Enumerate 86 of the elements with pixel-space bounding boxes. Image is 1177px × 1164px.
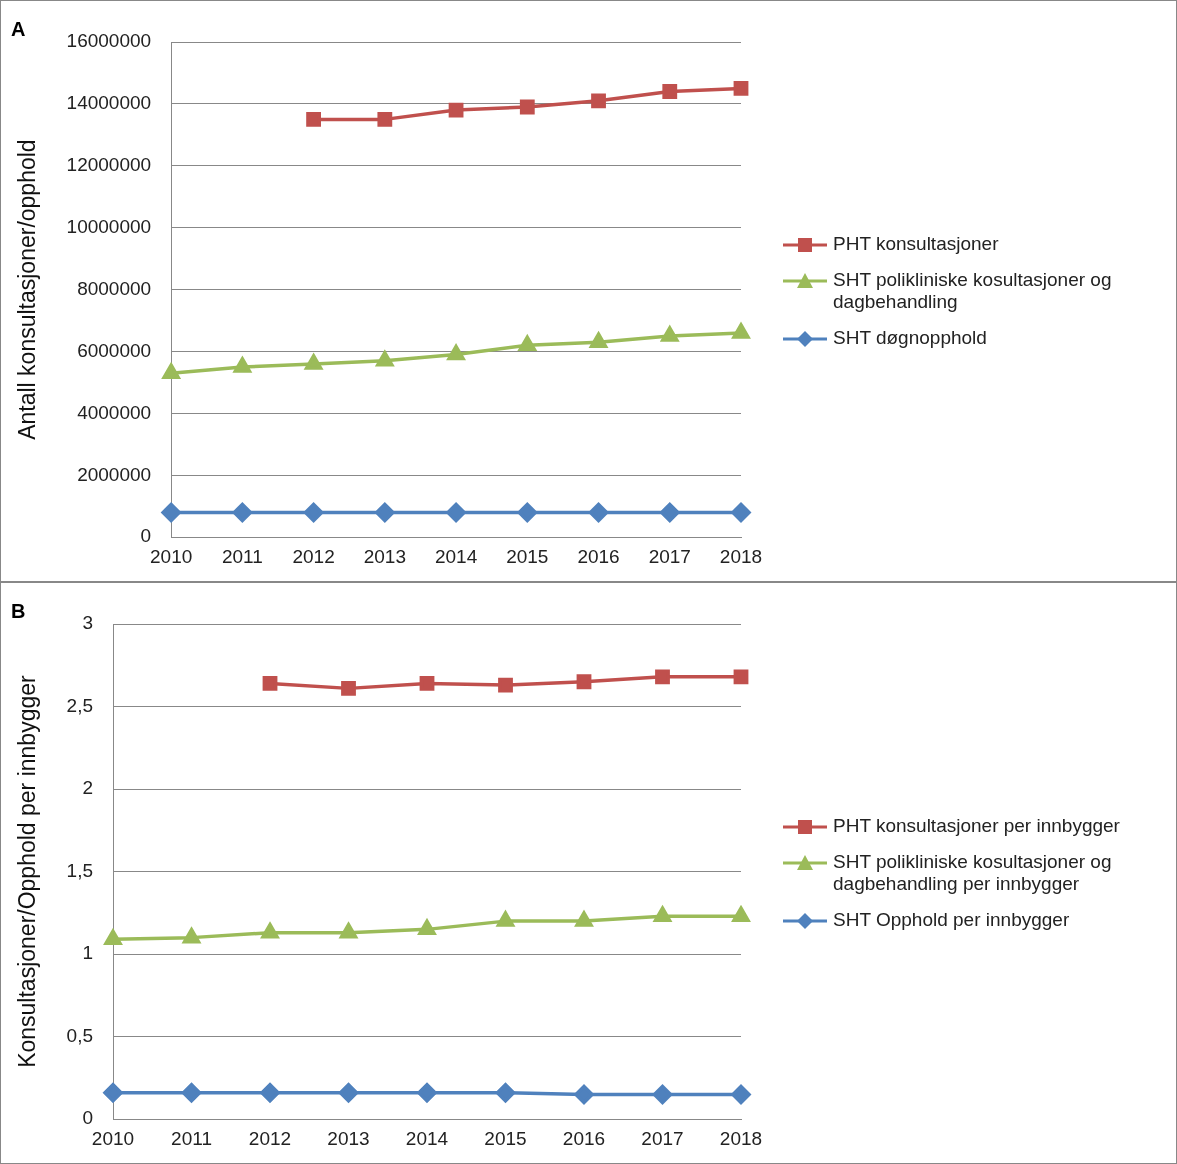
point [662, 84, 678, 99]
x-tick-label: 2010 [91, 1127, 135, 1149]
chart-title: B [11, 599, 26, 622]
y-axis-title: Antall konsultasjoner/opphold [14, 139, 41, 440]
point [376, 351, 394, 367]
point [498, 677, 513, 693]
y-tick-label: 0 [140, 525, 152, 547]
point [306, 111, 322, 127]
x-tick-label: 2011 [221, 545, 263, 567]
x-tick-label: 2014 [405, 1127, 449, 1149]
point [574, 1084, 594, 1105]
y-tick-label: 0,5 [66, 1024, 94, 1046]
x-tick-label: 2015 [484, 1127, 527, 1149]
point [418, 919, 436, 936]
x-tick-label: 2013 [363, 545, 406, 567]
point [260, 1083, 280, 1103]
point [162, 363, 180, 379]
point [161, 502, 181, 523]
point [733, 669, 749, 685]
x-tick-label: 2017 [648, 545, 691, 567]
x-tick-label: 2018 [719, 545, 763, 567]
y-tick-label: 14000000 [66, 92, 152, 114]
point [495, 1083, 516, 1103]
point [591, 93, 606, 109]
point [233, 357, 252, 373]
legend-label: SHT polikliniske kosultasjoner og dagbehandling per innbygger [833, 851, 1113, 895]
point [731, 1084, 751, 1105]
point [262, 676, 278, 691]
chart-title: A [11, 17, 26, 40]
point [448, 102, 464, 118]
legend-label: PHT konsultasjoner [833, 233, 999, 255]
point [652, 1084, 673, 1105]
point [447, 344, 465, 361]
point [103, 1083, 123, 1103]
y-tick-label: 8000000 [77, 277, 152, 299]
point [589, 332, 608, 348]
point [733, 81, 749, 96]
point [375, 502, 395, 523]
y-tick-label: 2,5 [66, 694, 94, 716]
y-tick-label: 3 [82, 612, 94, 634]
y-tick-label: 2 [82, 777, 94, 799]
y-tick-label: 16000000 [66, 30, 152, 52]
point [588, 502, 609, 523]
y-axis-title: Konsultasjoner/Opphold per innbygger [14, 674, 41, 1068]
y-tick-label: 4000000 [77, 401, 152, 423]
point [181, 1083, 202, 1103]
point [341, 680, 356, 696]
x-tick-label: 2016 [562, 1127, 606, 1149]
x-tick-label: 2017 [641, 1127, 684, 1149]
legend-label: PHT konsultasjoner per innbygger [833, 815, 1120, 837]
point [732, 323, 750, 339]
x-tick-label: 2014 [434, 545, 478, 567]
point [517, 502, 538, 523]
y-tick-label: 1 [82, 942, 94, 964]
point [304, 354, 323, 370]
x-tick-label: 2010 [149, 545, 193, 567]
point [377, 111, 393, 127]
x-tick-label: 2018 [719, 1127, 763, 1149]
y-tick-label: 6000000 [77, 339, 152, 361]
x-tick-label: 2015 [506, 545, 549, 567]
legend-label: SHT polikliniske kosultasjoner og dagbehandling [833, 269, 1113, 313]
y-tick-label: 2000000 [77, 463, 152, 485]
x-tick-label: 2011 [171, 1127, 212, 1149]
point [417, 1083, 437, 1103]
point [655, 669, 670, 685]
point [661, 326, 679, 342]
point [104, 929, 122, 946]
point [338, 1083, 359, 1103]
y-tick-label: 12000000 [66, 154, 152, 176]
point [576, 674, 592, 690]
x-tick-label: 2012 [248, 1127, 292, 1149]
point [232, 502, 253, 523]
legend-label: SHT døgnopphold [833, 327, 987, 349]
point [419, 676, 435, 691]
x-tick-label: 2013 [327, 1127, 370, 1149]
x-tick-label: 2012 [292, 545, 335, 567]
x-tick-label: 2016 [577, 545, 620, 567]
point [519, 99, 535, 115]
point [731, 502, 751, 523]
point [660, 502, 680, 523]
y-tick-label: 1,5 [66, 859, 94, 881]
point [446, 502, 466, 523]
point [303, 502, 324, 523]
legend-label: SHT Opphold per innbygger [833, 909, 1070, 931]
y-tick-label: 10000000 [66, 215, 152, 237]
y-tick-label: 0 [82, 1107, 94, 1129]
